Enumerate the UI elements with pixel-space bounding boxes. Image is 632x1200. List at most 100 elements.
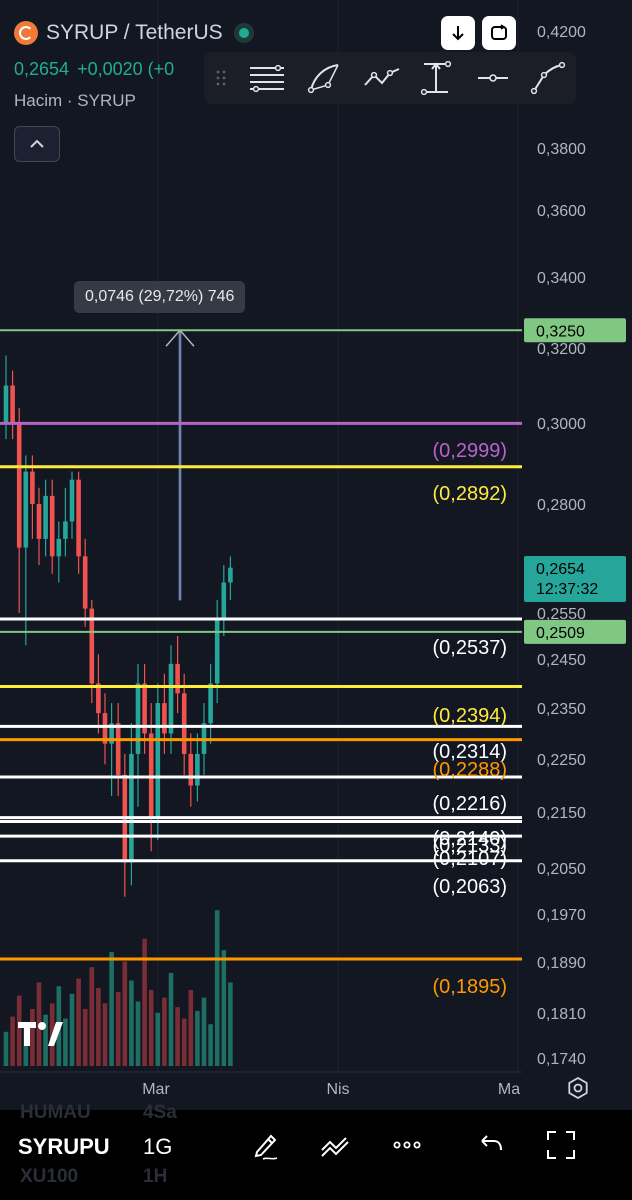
volume-bar xyxy=(142,938,147,1066)
volume-bar xyxy=(135,1001,141,1066)
candle-body xyxy=(82,556,88,609)
volume-bar xyxy=(89,967,95,1066)
level-label: (0,2314) xyxy=(433,741,508,763)
candle-body xyxy=(49,495,55,557)
volume-bar xyxy=(201,997,207,1066)
price-axis-tick: 0,2800 xyxy=(537,497,586,514)
volume-bar xyxy=(30,1009,35,1066)
chart-settings-icon[interactable] xyxy=(566,1076,590,1100)
level-label: (0,2140) xyxy=(433,828,508,850)
price-chart[interactable]: 0,4200000,38000,36000,34000,32000,30000,… xyxy=(0,0,632,1110)
candle-body xyxy=(168,663,174,734)
drag-handle-icon[interactable] xyxy=(216,61,226,95)
symbol-selector[interactable]: SYRUPU xyxy=(18,1134,110,1159)
coin-logo-icon xyxy=(14,21,38,45)
path-tool-icon[interactable] xyxy=(362,61,402,95)
candle-body xyxy=(76,479,81,557)
candle-body xyxy=(10,385,15,423)
price-tag-2509-text: 0,2509 xyxy=(536,625,585,642)
collapse-legend-button[interactable] xyxy=(14,126,60,162)
volume-bar xyxy=(43,1014,48,1066)
candle-body xyxy=(89,608,95,684)
volume-bar xyxy=(148,990,154,1066)
level-label: (0,2999) xyxy=(433,440,508,462)
fib-levels-icon[interactable] xyxy=(248,61,286,95)
arrow-down-icon xyxy=(452,26,464,41)
symbol-header[interactable]: SYRUP / TetherUS xyxy=(14,21,249,45)
volume-bar xyxy=(168,972,174,1066)
candle-body xyxy=(162,703,167,734)
replay-icon xyxy=(491,24,507,40)
level-label: (0,2063) xyxy=(433,876,508,898)
curve-tool-icon[interactable] xyxy=(306,61,344,95)
volume-bar xyxy=(214,910,220,1066)
price-axis-tick: 0,3400 xyxy=(537,270,586,287)
pen-icon[interactable] xyxy=(249,1128,283,1162)
volume-bar xyxy=(109,952,114,1066)
undo-icon[interactable] xyxy=(474,1128,508,1162)
price-axis-tick: 0,3200 xyxy=(537,341,586,358)
price-axis-tick: 0,2450 xyxy=(537,652,586,669)
horizontal-ray-icon[interactable] xyxy=(476,61,510,95)
volume-bar xyxy=(115,991,121,1066)
candle-body xyxy=(115,723,121,775)
price-axis-tick: 0,2050 xyxy=(537,861,586,878)
candle-body xyxy=(69,479,75,522)
price-axis-tick: 0,3600 xyxy=(537,203,586,220)
price-axis-tick: 0,4200 xyxy=(537,24,586,41)
last-price: 0,2654 xyxy=(14,59,70,79)
candle-body xyxy=(43,495,48,539)
volume-bar xyxy=(162,997,167,1066)
volume-bar xyxy=(76,978,81,1066)
volume-bar xyxy=(16,995,22,1066)
price-axis-tick: 0,1890 xyxy=(537,955,586,972)
more-icon[interactable] xyxy=(390,1128,424,1162)
price-axis-tick: 0,1740 xyxy=(537,1051,586,1068)
candle-body xyxy=(3,385,9,423)
level-label: (0,2216) xyxy=(433,793,508,815)
ghost-symbol-top: HUMAU xyxy=(20,1102,91,1123)
candle-body xyxy=(56,538,62,557)
volume-bar xyxy=(102,1003,108,1066)
price-tag-2509-bg xyxy=(524,619,626,644)
price-axis-tick: 0,2150 xyxy=(537,805,586,822)
symbol-title: SYRUP / TetherUS xyxy=(46,21,223,44)
timeframe-selector[interactable]: 1G xyxy=(143,1134,173,1159)
level-label: (0,2107) xyxy=(433,848,508,870)
volume-bar xyxy=(181,1018,187,1066)
level-label: (0,1895) xyxy=(433,976,508,998)
fullscreen-icon[interactable] xyxy=(544,1128,578,1162)
volume-bar xyxy=(188,990,194,1066)
ghost-tf-top: 4Sa xyxy=(143,1102,177,1123)
volume-bar xyxy=(122,961,128,1066)
candle-body xyxy=(181,693,187,754)
level-label: (0,2288) xyxy=(433,759,508,781)
price-axis-tick: 0,2350 xyxy=(537,701,586,718)
price-change-row: 0,2654 +0,0020 (+0 xyxy=(14,59,204,80)
tradingview-logo xyxy=(16,1020,64,1055)
level-label: (0,2394) xyxy=(433,705,508,727)
price-range-icon[interactable] xyxy=(420,61,454,95)
candle-body xyxy=(135,683,141,754)
last-price-tag-text: 0,2654 xyxy=(536,561,585,578)
replay-button[interactable] xyxy=(482,16,516,50)
chevron-up-icon xyxy=(30,139,44,148)
time-axis-label: Mar xyxy=(142,1081,170,1098)
trend-angle-icon[interactable] xyxy=(530,61,566,95)
download-button[interactable] xyxy=(441,16,475,50)
volume-bar xyxy=(96,988,101,1066)
ghost-tf-bottom: 1H xyxy=(143,1166,168,1187)
candle-body xyxy=(109,723,114,744)
price-axis-tick: 0,1970 xyxy=(537,907,586,924)
drawing-toolbar xyxy=(204,52,576,104)
candle-body xyxy=(63,521,68,539)
price-axis-tick: 0,3800 xyxy=(537,141,586,158)
volume-bar xyxy=(155,1012,161,1066)
level-label: (0,2537) xyxy=(433,637,508,659)
volume-bar xyxy=(228,982,233,1066)
indicators-icon[interactable] xyxy=(318,1128,352,1162)
volume-indicator-label[interactable]: Hacim · SYRUP xyxy=(14,91,136,110)
candle-body xyxy=(195,753,200,786)
volume-bar xyxy=(221,950,227,1066)
